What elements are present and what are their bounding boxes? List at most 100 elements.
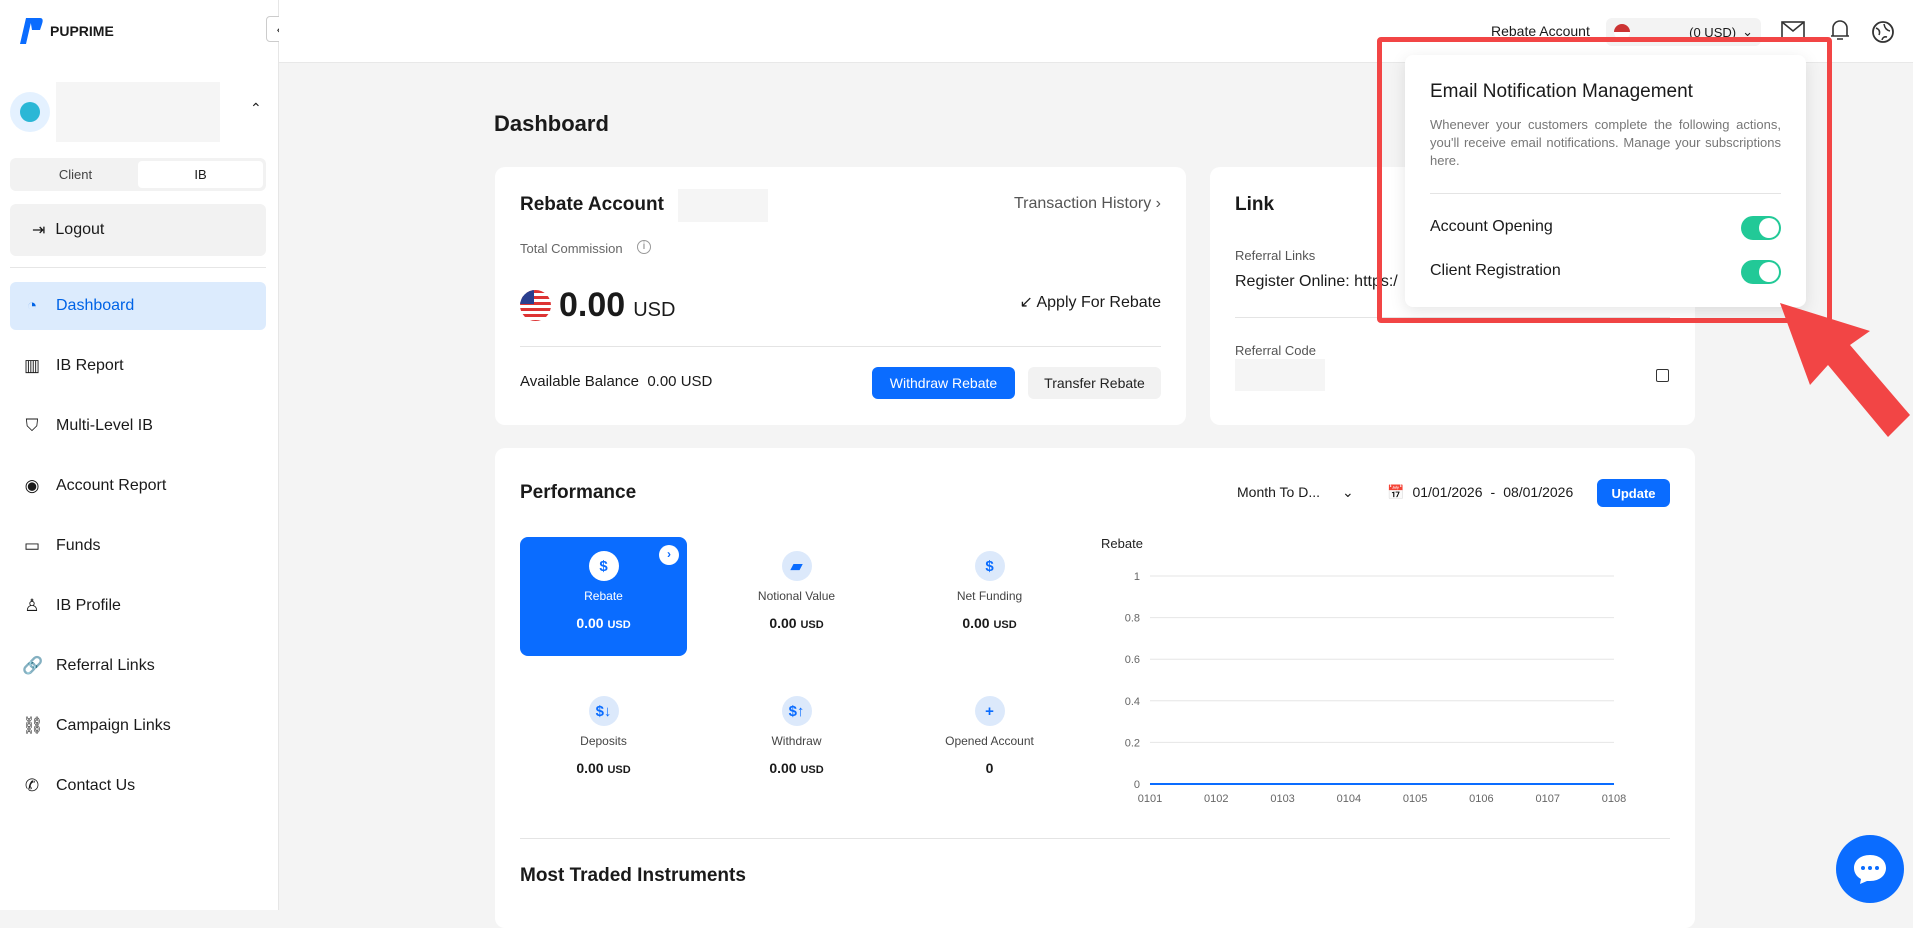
stat-label: Notional Value bbox=[713, 589, 880, 603]
bar-chart-icon: ▥ bbox=[22, 356, 42, 376]
chat-button[interactable] bbox=[1836, 835, 1904, 903]
rebate-account-title: Rebate Account bbox=[520, 194, 664, 216]
sidebar: PUPRIME ‹ ⌃ Client IB ⇥Logout ◔Dashboard… bbox=[0, 0, 279, 910]
user-icon: ♙ bbox=[22, 596, 42, 616]
account-number-redacted bbox=[678, 189, 768, 222]
avatar[interactable] bbox=[10, 92, 50, 132]
stat-value: 0.00 USD bbox=[906, 615, 1073, 631]
page-title: Dashboard bbox=[494, 111, 609, 137]
y-tick-label: 0 bbox=[1134, 779, 1140, 791]
y-tick-label: 0.2 bbox=[1125, 737, 1140, 749]
sidebar-item-funds[interactable]: ▭ Funds bbox=[10, 522, 266, 570]
apply-for-rebate-link[interactable]: ↙ Apply For Rebate bbox=[1020, 292, 1161, 312]
x-tick-label: 0103 bbox=[1270, 793, 1294, 805]
chevron-down-icon: ⌄ bbox=[1342, 484, 1354, 501]
stat-unit: USD bbox=[607, 764, 630, 776]
sidebar-item-referral-links[interactable]: 🔗Referral Links bbox=[10, 642, 266, 690]
transfer-rebate-button[interactable]: Transfer Rebate bbox=[1028, 367, 1161, 399]
logo[interactable]: PUPRIME bbox=[14, 16, 114, 46]
date-separator: - bbox=[1491, 484, 1496, 501]
performance-card: Performance Month To D...⌄ 📅 01/01/2026 … bbox=[495, 448, 1695, 928]
sidebar-item-label: Multi-Level IB bbox=[56, 417, 153, 435]
amount-value: 0.00 bbox=[559, 286, 625, 325]
chevron-right-circle-icon[interactable]: › bbox=[659, 545, 679, 565]
sidebar-item-label: Funds bbox=[56, 537, 100, 555]
stat-number: 0.00 bbox=[769, 760, 796, 776]
popup-title: Email Notification Management bbox=[1430, 81, 1693, 103]
x-tick-label: 0106 bbox=[1469, 793, 1493, 805]
stat-label: Withdraw bbox=[713, 734, 880, 748]
stat-value: 0 bbox=[906, 760, 1073, 776]
sidebar-item-campaign-links[interactable]: ⛓Campaign Links bbox=[10, 702, 266, 750]
client-registration-toggle[interactable] bbox=[1741, 260, 1781, 284]
globe-icon[interactable] bbox=[1871, 20, 1895, 44]
net-funding-icon: $ bbox=[975, 551, 1005, 581]
apply-for-rebate-label: Apply For Rebate bbox=[1036, 294, 1161, 311]
link-title: Link bbox=[1235, 194, 1274, 216]
stat-unit: USD bbox=[800, 619, 823, 631]
x-tick-label: 0108 bbox=[1602, 793, 1626, 805]
info-icon[interactable]: i bbox=[637, 240, 651, 254]
y-tick-label: 0.4 bbox=[1125, 696, 1140, 708]
stat-value: 0.00 USD bbox=[713, 615, 880, 631]
client-registration-label: Client Registration bbox=[1430, 262, 1561, 280]
us-flag-icon bbox=[520, 290, 551, 321]
sidebar-item-dashboard[interactable]: ◔Dashboard bbox=[10, 282, 266, 330]
chart-title: Rebate bbox=[1101, 536, 1143, 551]
tab-client[interactable]: Client bbox=[13, 161, 138, 188]
sidebar-item-ib-profile[interactable]: ♙ IB Profile bbox=[10, 582, 266, 630]
account-opening-toggle[interactable] bbox=[1741, 216, 1781, 240]
chevron-up-icon[interactable]: ⌃ bbox=[250, 100, 262, 117]
sidebar-item-account-report[interactable]: ◉Account Report bbox=[10, 462, 266, 510]
wallet-icon: ▭ bbox=[22, 536, 42, 556]
range-select[interactable]: Month To D...⌄ bbox=[1237, 484, 1354, 501]
rebate-account-card: Rebate Account Transaction History › Tot… bbox=[495, 167, 1186, 425]
sidebar-item-label: Account Report bbox=[56, 477, 166, 495]
divider bbox=[10, 267, 266, 268]
update-button[interactable]: Update bbox=[1597, 479, 1670, 507]
date-to: 08/01/2026 bbox=[1503, 484, 1573, 501]
sidebar-item-contact-us[interactable]: ✆Contact Us bbox=[10, 762, 266, 810]
calendar-icon: 📅 bbox=[1387, 484, 1404, 501]
sidebar-item-ib-report[interactable]: ▥IB Report bbox=[10, 342, 266, 390]
logout-icon: ⇥ bbox=[32, 220, 45, 240]
logout-button[interactable]: ⇥Logout bbox=[10, 204, 266, 256]
sidebar-item-label: Contact Us bbox=[56, 777, 135, 795]
sidebar-item-multi-level-ib[interactable]: ⛉Multi-Level IB bbox=[10, 402, 266, 450]
stat-label: Opened Account bbox=[906, 734, 1073, 748]
divider bbox=[1430, 193, 1781, 194]
red-arrow-annotation bbox=[1770, 295, 1913, 445]
divider bbox=[520, 838, 1670, 839]
stat-value: 0.00 USD bbox=[520, 760, 687, 776]
available-balance-value: 0.00 USD bbox=[647, 373, 712, 390]
stat-number: 0.00 bbox=[576, 760, 603, 776]
total-commission-amount: 0.00 USD bbox=[520, 285, 675, 325]
stat-label: Deposits bbox=[520, 734, 687, 748]
date-range-picker[interactable]: 📅 01/01/2026 - 08/01/2026 bbox=[1387, 484, 1573, 501]
stat-unit: USD bbox=[800, 764, 823, 776]
sidebar-item-label: IB Profile bbox=[56, 597, 121, 615]
sidebar-item-label: Referral Links bbox=[56, 657, 155, 675]
bell-icon[interactable] bbox=[1829, 18, 1851, 42]
username-redacted bbox=[56, 82, 220, 142]
withdraw-rebate-button[interactable]: Withdraw Rebate bbox=[872, 367, 1015, 399]
tab-ib[interactable]: IB bbox=[138, 161, 263, 188]
stat-number: 0 bbox=[986, 760, 994, 776]
arrow-down-left-icon: ↙ bbox=[1020, 294, 1033, 311]
date-from: 01/01/2026 bbox=[1412, 484, 1482, 501]
total-commission-label: Total Commission bbox=[520, 241, 623, 256]
amount-currency: USD bbox=[633, 299, 675, 322]
account-opening-label: Account Opening bbox=[1430, 218, 1553, 236]
sidebar-item-label: Dashboard bbox=[56, 297, 134, 315]
copy-icon[interactable] bbox=[1656, 369, 1669, 382]
transaction-history-link[interactable]: Transaction History › bbox=[1014, 195, 1161, 213]
register-online-link[interactable]: Register Online: https:/ bbox=[1235, 273, 1398, 291]
referral-code-redacted bbox=[1235, 359, 1325, 391]
